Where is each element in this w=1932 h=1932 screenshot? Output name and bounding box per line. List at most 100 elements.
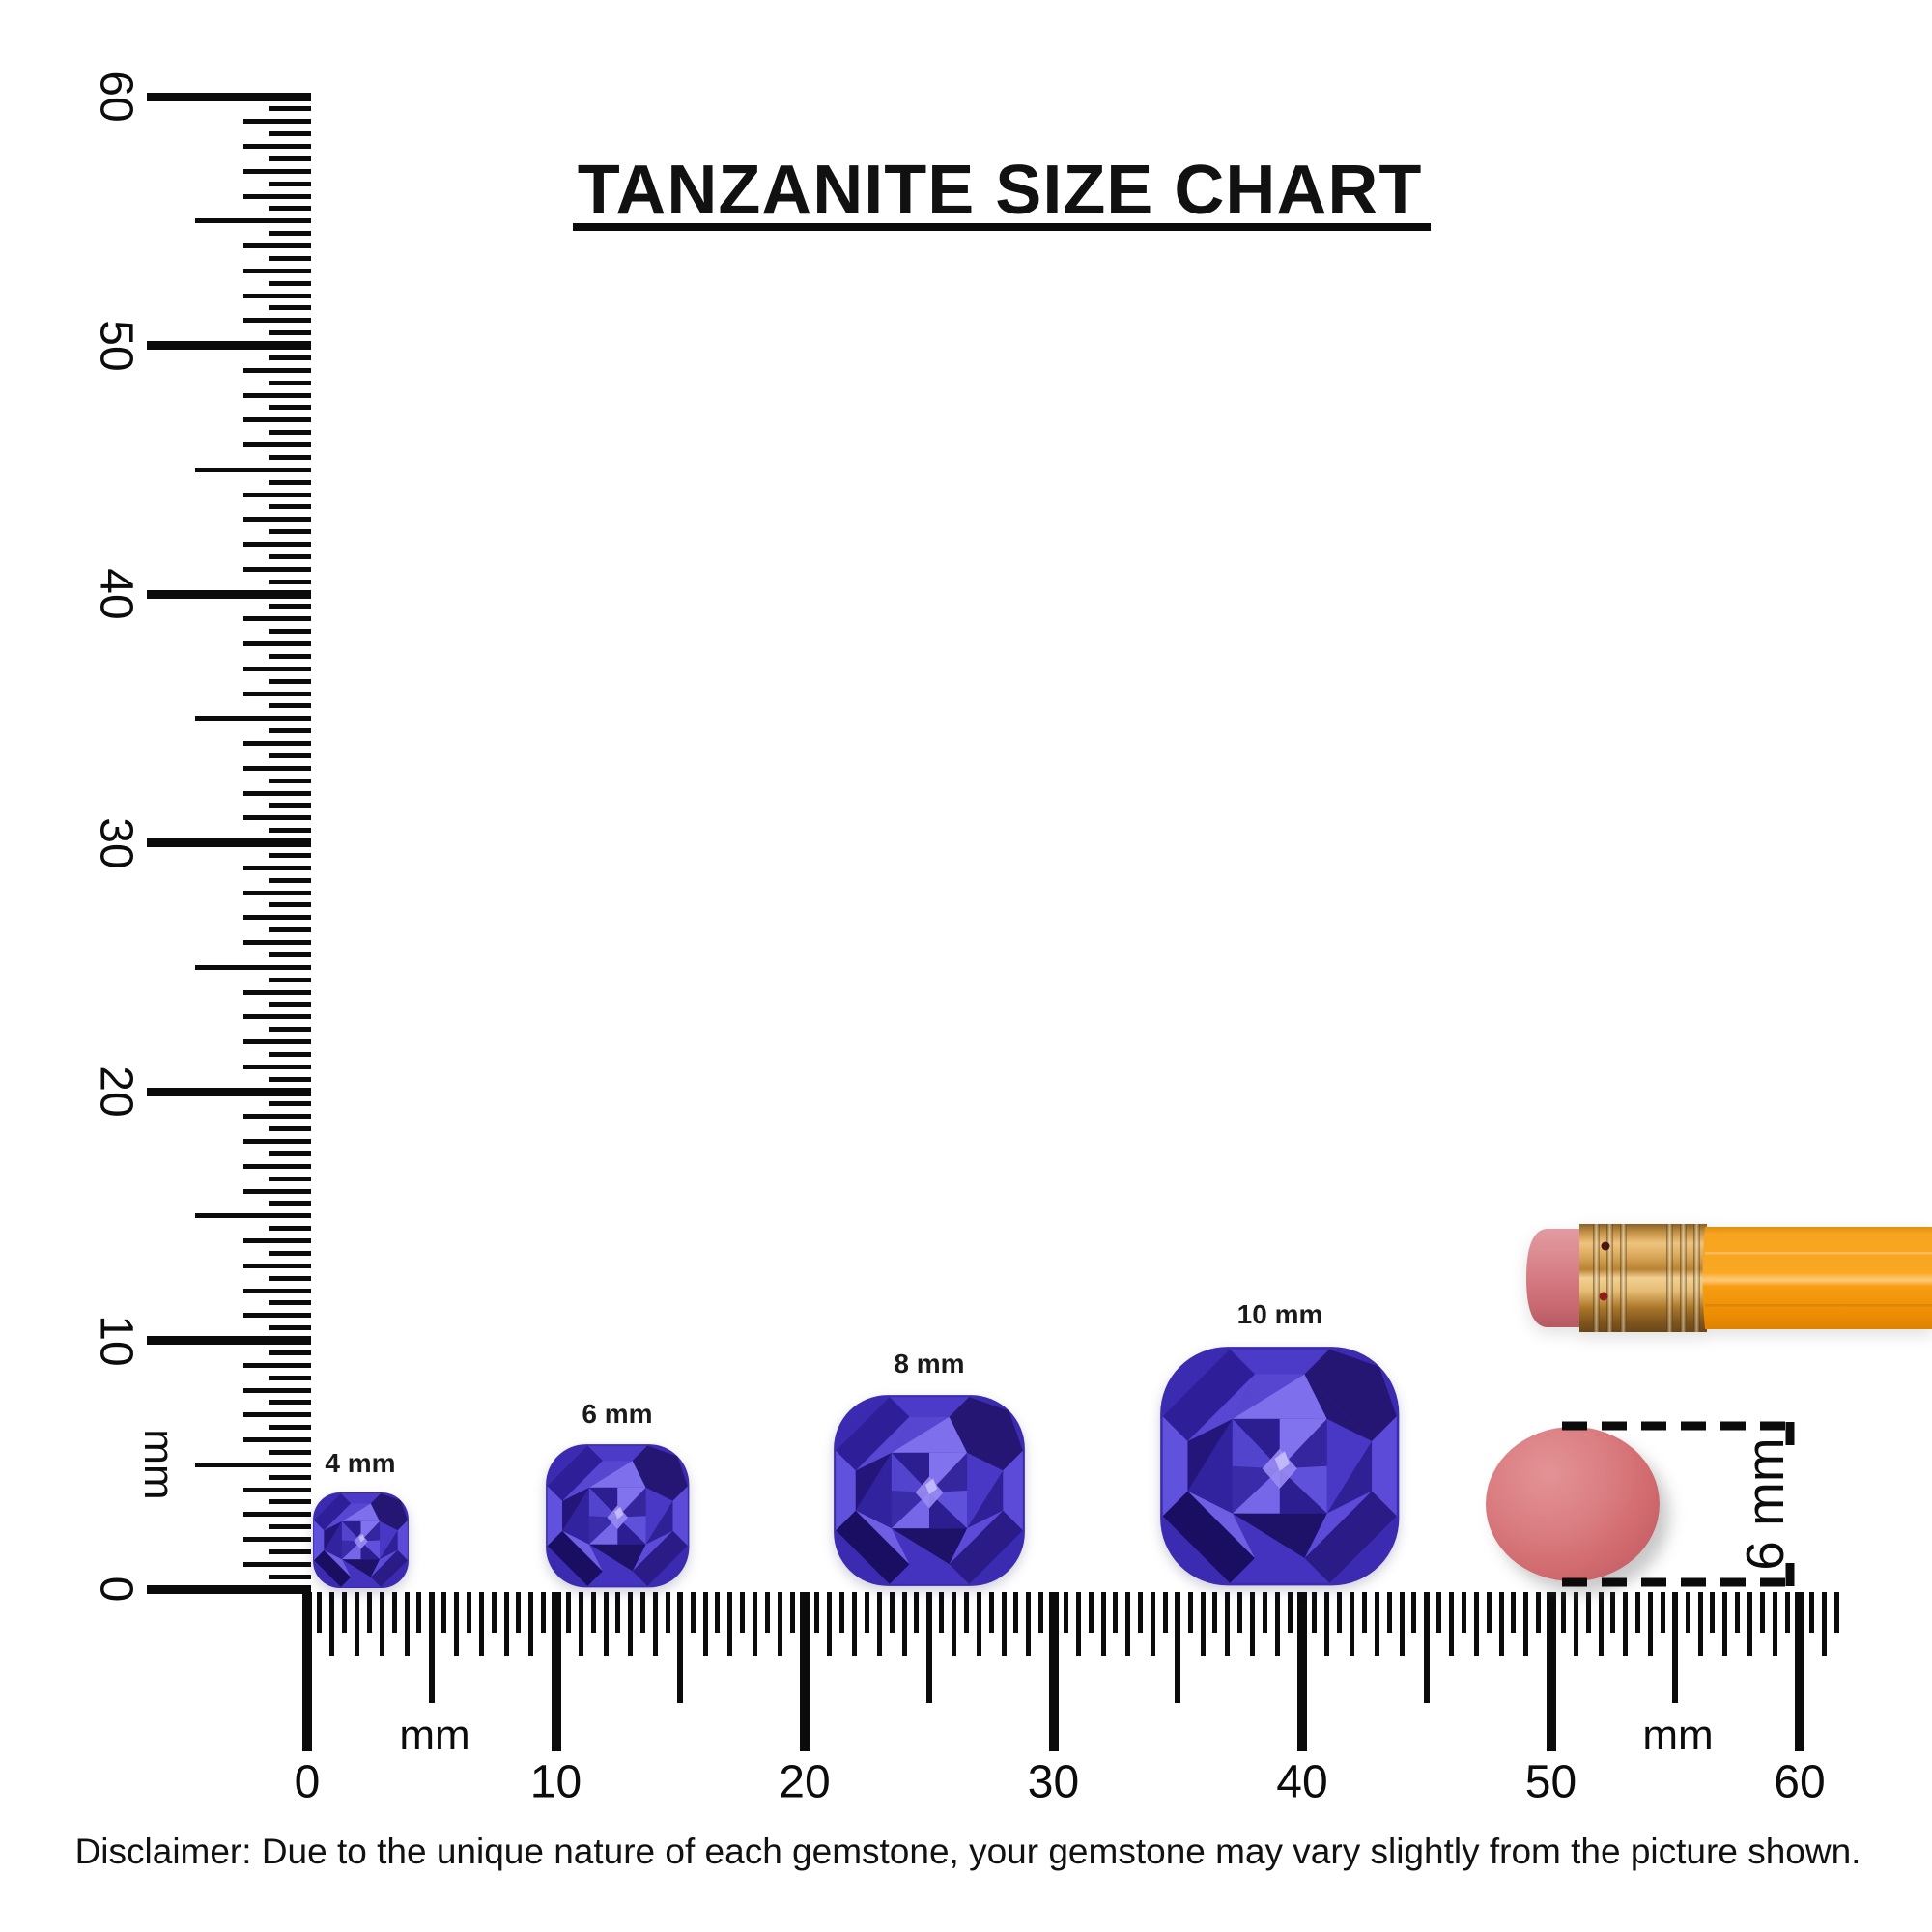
ruler-tick: [727, 1592, 733, 1656]
ruler-tick: [355, 1592, 359, 1656]
ruler-tick: [269, 1051, 311, 1057]
gem-size-label-6mm: 6 mm: [582, 1398, 653, 1429]
ruler-tick: [195, 218, 311, 224]
ruler-tick: [269, 479, 311, 485]
tanzanite-gem-8mm: [834, 1395, 1025, 1586]
ruler-tick: [1026, 1592, 1032, 1656]
ruler-tick: [1585, 1592, 1591, 1633]
ruler-tick: [876, 1592, 882, 1656]
ruler-tick: [777, 1592, 782, 1656]
ruler-tick: [1498, 1592, 1504, 1656]
ruler-tick: [939, 1592, 945, 1633]
ruler-tick: [243, 765, 311, 771]
ruler-tick: [269, 156, 311, 161]
ruler-tick: [814, 1592, 820, 1633]
ruler-tick: [653, 1592, 658, 1656]
ruler-tick: [269, 1548, 311, 1554]
ruler-tick: [243, 989, 311, 995]
ruler-tick: [800, 1592, 810, 1751]
ruler-tick: [243, 1561, 311, 1567]
ruler-tick: [269, 131, 311, 137]
ruler-tick: [1536, 1592, 1542, 1633]
ruler-tick: [925, 1592, 932, 1703]
ruler-tick: [1262, 1592, 1267, 1633]
ruler-tick: [243, 1114, 311, 1120]
h-ruler-number-60: 60: [1774, 1756, 1826, 1808]
ruler-tick: [243, 915, 311, 921]
ruler-tick: [503, 1592, 509, 1656]
ruler-tick: [839, 1592, 845, 1633]
ruler-tick: [1200, 1592, 1206, 1656]
ruler-tick: [677, 1592, 684, 1703]
ruler-tick: [269, 255, 311, 261]
ruler-tick: [852, 1592, 857, 1656]
ruler-tick: [1350, 1592, 1354, 1656]
ruler-tick: [491, 1592, 497, 1633]
ruler-tick: [269, 1574, 311, 1579]
ruler-tick: [565, 1592, 571, 1633]
h-ruler-unit-label-right: mm: [1642, 1712, 1714, 1759]
gem-size-label-4mm: 4 mm: [325, 1448, 396, 1478]
ruler-tick: [404, 1592, 410, 1656]
ruler-tick: [1598, 1592, 1604, 1656]
ruler-tick: [195, 1462, 311, 1467]
ruler-tick: [147, 1087, 311, 1096]
pencil-eraser-tip: [1526, 1229, 1583, 1327]
ruler-tick: [269, 1325, 311, 1331]
ruler-tick: [269, 305, 311, 311]
v-ruler-number-50: 50: [90, 319, 142, 372]
ruler-tick: [988, 1592, 994, 1633]
ruler-tick: [551, 1592, 561, 1751]
ruler-tick: [269, 579, 311, 584]
ruler-tick: [243, 119, 311, 125]
ruler-tick: [1411, 1592, 1417, 1633]
ruler-tick: [269, 454, 311, 460]
ruler-tick: [243, 616, 311, 622]
ruler-tick: [1297, 1592, 1307, 1751]
ruler-tick: [243, 1288, 311, 1293]
ruler-tick: [1187, 1592, 1193, 1633]
ruler-tick: [342, 1592, 348, 1633]
ruler-tick: [269, 728, 311, 734]
ruler-tick: [243, 790, 311, 796]
ruler-tick: [269, 653, 311, 659]
ruler-tick: [1486, 1592, 1492, 1633]
ruler-tick: [195, 1213, 311, 1219]
ruler-tick: [1399, 1592, 1405, 1656]
ruler-tick: [764, 1592, 770, 1633]
ruler-tick: [416, 1592, 422, 1633]
ruler-tick: [1225, 1592, 1231, 1656]
ruler-tick: [243, 890, 311, 895]
ruler-tick: [269, 106, 311, 112]
ruler-tick: [901, 1592, 907, 1656]
ruler-tick: [269, 1400, 311, 1406]
ruler-tick: [269, 1449, 311, 1455]
ruler-tick: [1287, 1592, 1293, 1633]
ruler-tick: [269, 1226, 311, 1232]
ruler-tick: [243, 168, 311, 174]
ruler-tick: [1175, 1592, 1181, 1703]
ruler-tick: [243, 566, 311, 572]
ruler-tick: [243, 1437, 311, 1442]
ruler-tick: [1635, 1592, 1641, 1633]
eraser-measurement-bracket: [1562, 1421, 1795, 1587]
ruler-tick: [1113, 1592, 1119, 1633]
h-ruler-number-40: 40: [1276, 1756, 1328, 1808]
ruler-tick: [243, 1064, 311, 1069]
ruler-tick: [702, 1592, 708, 1656]
ruler-tick: [243, 492, 311, 497]
ruler-tick: [1523, 1592, 1529, 1656]
ruler-tick: [478, 1592, 484, 1656]
ruler-tick: [269, 1250, 311, 1256]
ruler-tick: [1138, 1592, 1144, 1633]
ruler-tick: [1772, 1592, 1777, 1656]
ferrule-rivet-dot: [1601, 1241, 1610, 1251]
ruler-tick: [269, 877, 311, 883]
ruler-tick: [243, 1139, 311, 1144]
ruler-tick: [1048, 1592, 1059, 1751]
tanzanite-gem-10mm: [1160, 1346, 1400, 1585]
ruler-tick: [1573, 1592, 1578, 1656]
v-ruler-unit-label: mm: [135, 1429, 183, 1500]
ruler-tick: [366, 1592, 372, 1633]
ruler-tick: [715, 1592, 721, 1633]
